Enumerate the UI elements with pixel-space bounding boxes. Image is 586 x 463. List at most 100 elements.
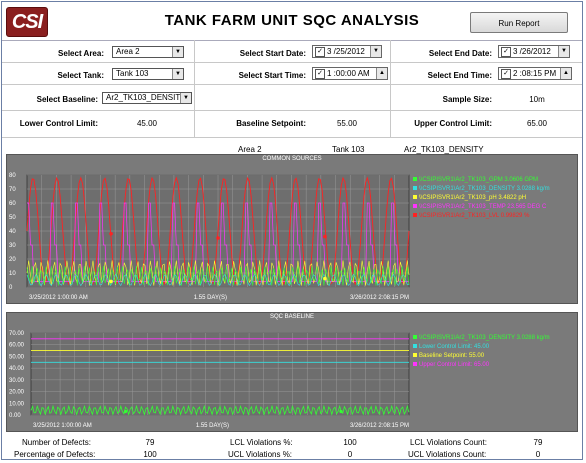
y-tick-label: 30.00 — [9, 378, 25, 384]
form-row-1 — [2, 40, 582, 63]
ucl-count-label: UCL Violations Count: — [408, 450, 487, 459]
ucl-pct-label: UCL Violations %: — [228, 450, 293, 459]
sqc-baseline-plot: 70.00 60.00 50.00 40.00 30.00 20.00 10.00 0.00 3… — [9, 331, 550, 429]
y-tick-label: 80 — [9, 173, 16, 179]
legend-entry: \\CSIPISVR1\Ar2_TK103_GPM 3.0606 GPM — [419, 177, 538, 183]
y-tick-label: 20.00 — [9, 390, 25, 396]
density-trace — [26, 273, 410, 287]
end-date-label: Select End Date: — [428, 49, 492, 58]
x-start-label: 3/25/2012 1:00:00 AM — [33, 423, 92, 429]
lcl-count-label: LCL Violations Count: — [410, 438, 487, 447]
end-time-label: Select End Time: — [427, 71, 492, 80]
ucl-count-value: 0 — [535, 450, 541, 459]
start-date-picker[interactable]: ✓ 3 /25/2012 ▼ — [312, 45, 382, 58]
y-tick-label: 30 — [9, 243, 16, 249]
sqc-baseline-chart: SQC BASELINE 70.00 60.00 50.00 40.00 30.00 20… — [6, 312, 578, 432]
checkbox-checked-icon[interactable]: ✓ — [315, 47, 325, 57]
y-tick-label: 10 — [9, 271, 16, 277]
y-tick-label: 70.00 — [9, 331, 25, 337]
ucl-pct-value: 0 — [347, 450, 353, 459]
chart-title: COMMON SOURCES — [262, 156, 322, 162]
tank-select-value: Tank 103 — [116, 69, 149, 78]
chevron-down-icon[interactable]: ▼ — [172, 69, 183, 79]
x-start-label: 3/25/2012 1:00:00 AM — [29, 295, 88, 301]
legend-entry: Baseline Setpoint: 55.00 — [419, 353, 485, 359]
spinner-icon[interactable]: ▲ — [560, 68, 571, 79]
spinner-icon[interactable]: ▲ — [376, 68, 387, 79]
form-row-4 — [2, 110, 582, 138]
data-point — [109, 279, 113, 284]
page-title: TANK FARM UNIT SQC ANALYSIS — [164, 12, 420, 29]
y-tick-label: 40 — [9, 229, 16, 235]
defects-label: Number of Defects: — [22, 438, 91, 447]
y-tick-label: 50 — [9, 215, 16, 221]
y-tick-label: 20 — [9, 257, 16, 263]
form-row-2 — [2, 62, 582, 85]
y-tick-label: 0.00 — [9, 413, 21, 419]
lcl-value: 45.00 — [136, 119, 158, 128]
x-span-label: 1.55 DAY(S) — [194, 295, 227, 301]
run-report-button[interactable]: Run Report — [470, 12, 568, 33]
chevron-down-icon[interactable]: ▼ — [180, 93, 191, 103]
tank-select[interactable]: Tank 103 ▼ — [112, 68, 184, 80]
legend-entry: \\CSIPISVR1\Ar2_TK103_pH 3.4822 pH — [419, 195, 526, 201]
divider — [194, 40, 195, 137]
data-point — [109, 232, 113, 236]
legend-entry: \\CSIPISVR1\Ar2_TK103_DENSITY 3.0288 kg/… — [419, 186, 550, 192]
legend-entry: \\CSIPISVR1\Ar2_TK103_DENSITY 3.0288 kg/… — [419, 335, 550, 341]
density-trace — [30, 404, 410, 416]
info-area: Area 2 — [238, 145, 262, 154]
lcl-label: Lower Control Limit: — [19, 119, 98, 128]
baseline-select-value: Ar2_TK103_DENSIT — [106, 93, 181, 102]
data-point — [123, 409, 128, 414]
common-sources-plot: 80 70 60 50 40 30 20 10 0 3/25/2012 1:00:00 AM 1.5… — [9, 173, 550, 301]
tank-label: Select Tank: — [57, 71, 104, 80]
legend-entry: \\CSIPISVR1\Ar2_TK103_LVL 0.99829 % — [419, 213, 530, 219]
ucl-value: 65.00 — [526, 119, 548, 128]
info-tank: Tank 103 — [332, 145, 365, 154]
ucl-label: Upper Control Limit: — [414, 119, 492, 128]
form-row-3 — [2, 84, 582, 111]
legend-marker — [413, 335, 417, 339]
checkbox-checked-icon[interactable]: ✓ — [315, 69, 325, 79]
lcl-pct-value: 100 — [343, 438, 357, 447]
legend-marker — [413, 186, 417, 190]
chevron-down-icon[interactable]: ▼ — [370, 46, 381, 57]
data-point — [216, 236, 220, 240]
data-point — [339, 409, 343, 414]
data-point — [323, 276, 327, 281]
start-time-value: 1 :00:00 AM — [327, 69, 370, 78]
legend-marker — [413, 362, 417, 366]
chevron-down-icon[interactable]: ▼ — [558, 46, 569, 57]
checkbox-checked-icon[interactable]: ✓ — [501, 47, 511, 57]
info-baseline: Ar2_TK103_DENSITY — [404, 145, 484, 154]
end-date-picker[interactable]: ✓ 3 /26/2012 ▼ — [498, 45, 570, 58]
x-end-label: 3/26/2012 2:08:15 PM — [350, 295, 409, 301]
gpm-trace — [26, 265, 410, 286]
divider — [390, 40, 391, 137]
baseline-select[interactable]: Ar2_TK103_DENSIT ▼ — [102, 92, 192, 104]
area-select-value: Area 2 — [116, 47, 140, 56]
legend-entry: \\CSIPISVR1\Ar2_TK103_TEMP 23.565 DEG C — [419, 204, 547, 210]
legend-marker — [413, 353, 417, 357]
y-tick-label: 10.00 — [9, 401, 25, 407]
end-time-value: 2 :08:15 PM — [513, 69, 557, 78]
legend-entry: Upper Control Limit: 65.00 — [419, 362, 490, 368]
data-point — [323, 234, 327, 239]
x-span-label: 1.55 DAY(S) — [196, 423, 229, 429]
legend-marker — [413, 204, 417, 208]
start-date-value: 3 /25/2012 — [327, 47, 365, 56]
end-time-picker[interactable]: ✓ 2 :08:15 PM ▲ — [498, 67, 572, 80]
y-tick-label: 0 — [9, 285, 13, 291]
area-select[interactable]: Area 2 ▼ — [112, 46, 184, 58]
sample-size-label: Sample Size: — [442, 95, 492, 104]
x-end-label: 3/26/2012 2:08:15 PM — [350, 423, 409, 429]
legend-marker — [413, 213, 417, 217]
chevron-down-icon[interactable]: ▼ — [172, 47, 183, 57]
start-date-label: Select Start Date: — [239, 49, 306, 58]
sample-size-value: 10m — [529, 95, 545, 104]
start-time-picker[interactable]: ✓ 1 :00:00 AM ▲ — [312, 67, 388, 80]
area-label: Select Area: — [58, 49, 104, 58]
checkbox-checked-icon[interactable]: ✓ — [501, 69, 511, 79]
